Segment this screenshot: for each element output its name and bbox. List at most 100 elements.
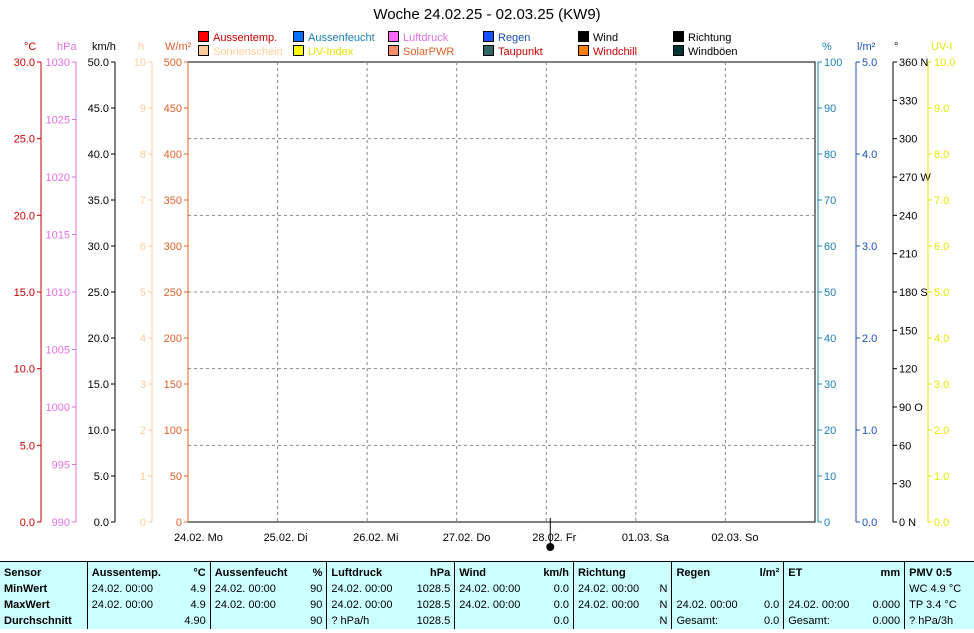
stats-cell: 1028.5 (406, 597, 456, 613)
stats-row-label: MinWert (0, 581, 88, 597)
axis-unit-dir: ° (894, 41, 898, 53)
axis-tick-label-uv: 2.0 (934, 425, 949, 437)
stats-cell: 24.02. 00:00 (214, 599, 276, 611)
stats-cell: 24.02. 00:00 (459, 583, 521, 595)
axis-tick-label-sun: 7 (140, 195, 146, 207)
axis-tick-label-solar: 400 (164, 149, 182, 161)
axis-tick-label-uv: 10.0 (934, 57, 955, 69)
axis-tick-label-press: 1030 (46, 57, 70, 69)
stats-cell: 4.9 (176, 581, 211, 597)
axis-tick-label-sun: 8 (140, 149, 146, 161)
stats-row-label: Durchschnitt (0, 613, 88, 629)
stats-cell: 0.0 (534, 597, 575, 613)
axis-tick-label-dir: 240 (899, 210, 917, 222)
legend-sonnenschein: Sonnenschein (198, 45, 283, 58)
axis-tick-label-hum: 60 (824, 241, 836, 253)
stats-cell: 0.0 (751, 597, 785, 613)
stats-row-min: MinWert 24.02. 00:00 4.9 24.02. 00:00 90… (0, 581, 974, 597)
stats-cell-empty (863, 581, 906, 597)
axis-tick-label-hum: 10 (824, 471, 836, 483)
legend-wind: Wind (578, 31, 618, 44)
stats-header: Sensor (0, 561, 88, 581)
chart-title: Woche 24.02.25 - 02.03.25 (KW9) (373, 6, 601, 23)
stats-cell: WC 4.9 °C (909, 583, 962, 595)
stats-cell: 0.0 (534, 613, 575, 629)
axis-tick-label-wind: 45.0 (88, 103, 109, 115)
axis-tick-label-temp: 5.0 (20, 440, 35, 452)
axis-tick-label-sun: 3 (140, 379, 146, 391)
axis-tick-label-dir: 150 (899, 325, 917, 337)
stats-row-label: MaxWert (0, 597, 88, 613)
axis-tick-label-wind: 40.0 (88, 149, 109, 161)
stats-header: l/m² (751, 561, 785, 581)
x-tick-label: 26.02. Mi (353, 532, 398, 544)
axis-tick-label-wind: 15.0 (88, 379, 109, 391)
legend-label: Windböen (688, 46, 738, 58)
axis-tick-label-dir: 120 (899, 364, 917, 376)
stats-header-row: Sensor Aussentemp. °C Aussenfeucht % Luf… (0, 561, 974, 581)
axis-unit-uv: UV-I (931, 41, 952, 53)
stats-cell: ? hPa/h (331, 615, 370, 627)
axis-tick-label-press: 1015 (46, 230, 70, 242)
stats-header: hPa (406, 561, 456, 581)
stats-header: PMV 0:5 (909, 567, 952, 579)
legend-label: Taupunkt (498, 46, 543, 58)
axis-unit-press: hPa (57, 41, 77, 53)
axis-tick-label-hum: 90 (824, 103, 836, 115)
x-tick-label: 24.02. Mo (174, 532, 223, 544)
axis-tick-label-temp: 0.0 (20, 517, 35, 529)
stats-cell: 24.02. 00:00 (91, 583, 153, 595)
today-marker-dot (546, 543, 555, 551)
legend-swatch (198, 45, 209, 56)
axis-tick-label-sun: 10 (134, 57, 146, 69)
legend-swatch (388, 31, 399, 42)
axis-tick-label-hum: 20 (824, 425, 836, 437)
axis-tick-label-uv: 7.0 (934, 195, 949, 207)
axis-tick-label-hum: 70 (824, 195, 836, 207)
legend-swatch (293, 31, 304, 42)
axis-tick-label-rain: 3.0 (862, 241, 877, 253)
axis-tick-label-uv: 6.0 (934, 241, 949, 253)
stats-header: Regen (676, 567, 711, 579)
axis-tick-label-wind: 20.0 (88, 333, 109, 345)
stats-cell: 24.02. 00:00 (331, 599, 393, 611)
axis-tick-label-solar: 200 (164, 333, 182, 345)
legend-uv-index: UV-Index (293, 45, 353, 58)
legend-label: Regen (498, 32, 531, 44)
axis-tick-label-wind: 50.0 (88, 57, 109, 69)
axis-tick-label-wind: 5.0 (94, 471, 109, 483)
axis-tick-label-temp: 20.0 (14, 210, 35, 222)
axis-tick-label-press: 1010 (46, 287, 70, 299)
axis-tick-label-dir: 180 S (899, 287, 928, 299)
legend-label: SolarPWR (403, 46, 455, 58)
legend-swatch (483, 45, 494, 56)
axis-tick-label-hum: 0 (824, 517, 830, 529)
axis-tick-label-rain: 5.0 (862, 57, 877, 69)
stats-cell: 24.02. 00:00 (214, 583, 276, 595)
axis-unit-sun: h (138, 41, 144, 53)
x-tick-label: 27.02. Do (443, 532, 491, 544)
axis-tick-label-rain: 2.0 (862, 333, 877, 345)
stats-header: °C (176, 561, 211, 581)
stats-header: Luftdruck (331, 567, 383, 579)
axis-tick-label-sun: 9 (140, 103, 146, 115)
weather-chart: 24.02. Mo 25.02. Di 26.02. Mi 27.02. Do 28.0… (14, 41, 955, 551)
legend-label: Wind (593, 32, 619, 44)
axis-tick-label-dir: 330 (899, 95, 917, 107)
axis-unit-wind: km/h (92, 41, 116, 53)
legend-windchill: Windchill (578, 45, 637, 58)
stats-cell: 24.02. 00:00 (331, 583, 393, 595)
x-tick-label: 25.02. Di (264, 532, 308, 544)
legend-aussentemp: Aussentemp. (198, 31, 277, 44)
legend-label: Aussentemp. (213, 32, 278, 44)
axis-tick-label-solar: 150 (164, 379, 182, 391)
stats-cell: 0.000 (863, 613, 906, 629)
axis-tick-label-sun: 5 (140, 287, 146, 299)
stats-cell: 0.0 (751, 613, 785, 629)
axis-tick-label-solar: 300 (164, 241, 182, 253)
axis-tick-label-rain: 0.0 (862, 517, 877, 529)
axis-tick-label-temp: 30.0 (14, 57, 35, 69)
axis-unit-temp: °C (24, 41, 36, 53)
stats-cell-empty (751, 581, 785, 597)
stats-cell: 24.02. 00:00 (578, 583, 640, 595)
